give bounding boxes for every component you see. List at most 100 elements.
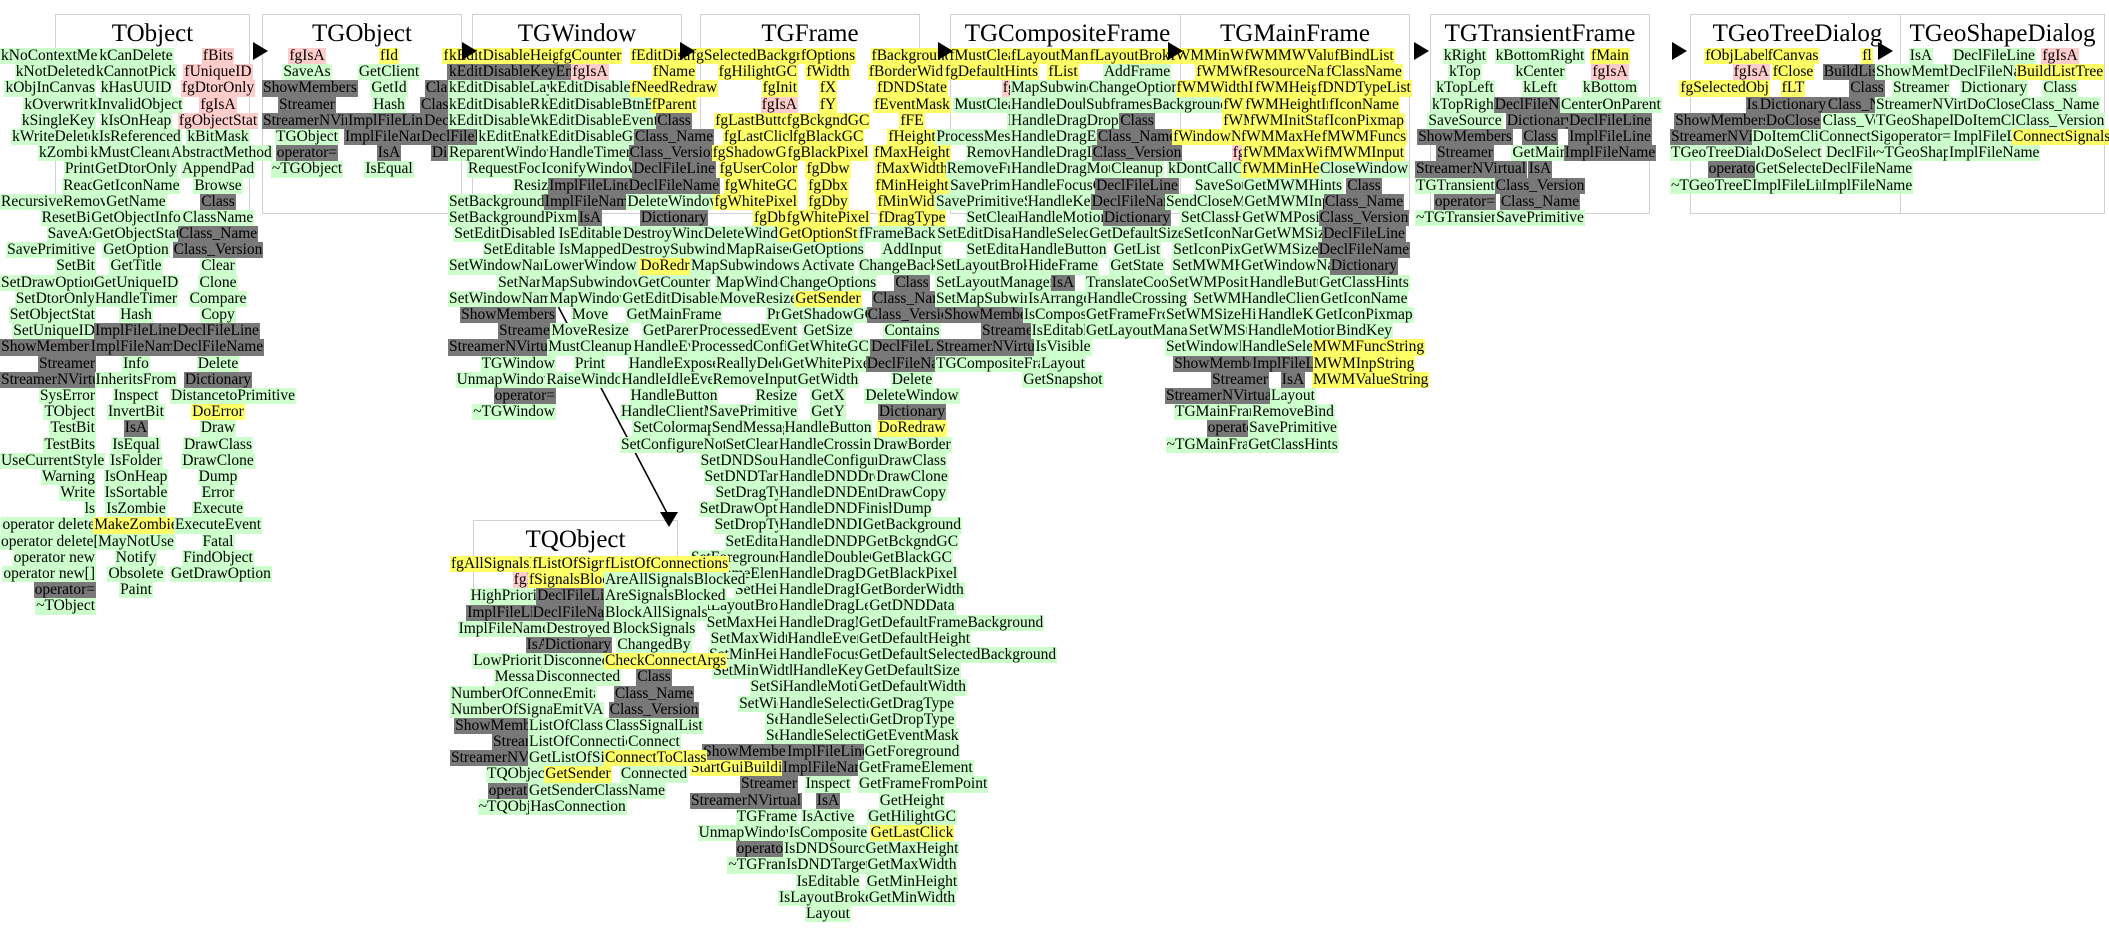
member-class[interactable]: Class — [2012, 80, 2108, 97]
member-ksinglekey[interactable]: kSingleKey — [0, 112, 96, 129]
member-copy[interactable]: Copy — [170, 306, 266, 324]
member-getlist[interactable]: GetList — [1085, 242, 1189, 259]
member-fx[interactable]: fX — [778, 80, 878, 97]
member-aresignalsblocked[interactable]: AreSignalsBlocked — [604, 588, 727, 605]
member-getsenderclassname[interactable]: GetSenderClassName — [528, 782, 667, 799]
member-abstractmethod[interactable]: AbstractMethod — [170, 144, 273, 162]
member-mustcleanup[interactable]: MustCleanup — [540, 339, 640, 356]
member-implfileline[interactable]: ImplFileLine — [778, 743, 878, 761]
member-streamernvirtual[interactable]: StreamerNVirtual — [690, 792, 803, 809]
member-kbottom[interactable]: kBottom — [1560, 80, 1660, 97]
member-class[interactable]: Class — [1818, 80, 1916, 97]
member-class[interactable]: Class — [1490, 128, 1590, 146]
member-operator-[interactable]: operator= — [262, 144, 352, 162]
member-handleexpose[interactable]: HandleExpose — [620, 355, 728, 372]
member-declfileline[interactable]: DeclFileLine — [620, 161, 728, 178]
member-setdndtarget[interactable]: SetDNDTarget — [690, 468, 798, 486]
member-saveprimitive[interactable]: SavePrimitive — [0, 242, 96, 259]
member-getobjectinfo[interactable]: GetObjectInfo — [88, 209, 184, 227]
member-getdtoronly[interactable]: GetDtorOnly — [88, 161, 184, 178]
member-fclose[interactable]: fClose — [1748, 63, 1838, 81]
member-isfolder[interactable]: IsFolder — [88, 452, 184, 469]
member-kcandelete[interactable]: kCanDelete — [88, 47, 184, 65]
member-distancetoprimitive[interactable]: DistancetoPrimitive — [170, 387, 296, 405]
member-getoptions[interactable]: GetOptions — [778, 242, 878, 259]
member-getdnddata[interactable]: GetDNDData — [858, 598, 966, 615]
member-iscomposite[interactable]: IsComposite — [778, 824, 878, 842]
member-write[interactable]: Write — [0, 484, 96, 502]
member-seteditable[interactable]: SetEditable — [448, 242, 556, 259]
member-ls[interactable]: ls — [0, 501, 96, 518]
member-hash[interactable]: Hash — [344, 96, 434, 113]
member-getlastclick[interactable]: GetLastClick — [858, 824, 966, 842]
member-mapraised[interactable]: MapRaised — [690, 242, 798, 259]
member-operator-new[interactable]: operator new — [0, 549, 96, 567]
member-fgdbw[interactable]: fgDbw — [778, 161, 878, 178]
member-fdragtype[interactable]: fDragType — [858, 209, 966, 227]
member-obsolete[interactable]: Obsolete — [88, 565, 184, 583]
member-flistofconnections[interactable]: fListOfConnections — [604, 555, 730, 573]
member-fid[interactable]: fId — [344, 47, 434, 65]
member-cleanup[interactable]: Cleanup — [1085, 161, 1189, 178]
member-class[interactable]: Class — [604, 669, 704, 686]
member-handlebutton[interactable]: HandleButton — [620, 387, 728, 405]
member-fgusercolor[interactable]: fgUserColor — [690, 161, 798, 178]
member-showmembers[interactable]: ShowMembers — [1670, 112, 1770, 129]
member-kright[interactable]: kRight — [1415, 47, 1515, 65]
member-closewindow[interactable]: CloseWindow — [1312, 161, 1416, 178]
member-implfileline[interactable]: ImplFileLine — [1748, 177, 1838, 194]
member-numberofconnections[interactable]: NumberOfConnections — [450, 685, 597, 702]
member-getoption[interactable]: GetOption — [88, 242, 184, 259]
member-streamer[interactable]: Streamer — [690, 776, 798, 793]
member-keditdisablegrab[interactable]: kEditDisableGrab — [540, 128, 654, 146]
member-testbits[interactable]: TestBits — [0, 436, 96, 453]
member-getsize[interactable]: GetSize — [778, 322, 878, 340]
member-getmwminput[interactable]: GetMWMInput — [1240, 193, 1346, 210]
member-kcenter[interactable]: kCenter — [1490, 63, 1590, 81]
member-showmembers[interactable]: ShowMembers — [450, 717, 550, 735]
member-execute[interactable]: Execute — [170, 501, 266, 518]
member-getminwidth[interactable]: GetMinWidth — [858, 889, 966, 906]
member-recursiveremove[interactable]: RecursiveRemove — [0, 193, 116, 210]
member-keditdisablekeyenable[interactable]: kEditDisableKeyEnable — [448, 63, 600, 81]
member-fgselectedbackground[interactable]: fgSelectedBackground — [690, 47, 834, 65]
member-isa[interactable]: IsA — [1010, 274, 1116, 291]
member-lowerwindow[interactable]: LowerWindow — [540, 258, 640, 275]
member--tgobject[interactable]: ~TGObject — [262, 161, 352, 178]
member-mapsubwindows[interactable]: MapSubwindows — [540, 274, 651, 291]
member--tobject[interactable]: ~TObject — [0, 598, 96, 615]
member-setdroptype[interactable]: SetDropType — [690, 517, 798, 534]
member-iscomposite[interactable]: IsComposite — [1010, 306, 1116, 324]
member-fgisa[interactable]: fgIsA — [540, 63, 640, 81]
member-isa[interactable]: IsA — [778, 792, 878, 809]
member-dump[interactable]: Dump — [858, 501, 966, 518]
member-activate[interactable]: Activate — [778, 258, 878, 275]
member-saveprimitive[interactable]: SavePrimitive — [1490, 209, 1590, 227]
member-fgwhitepixel[interactable]: fgWhitePixel — [690, 193, 798, 210]
member-setconfigurenotify[interactable]: SetConfigureNotify — [620, 436, 746, 453]
member-resize[interactable]: Resize — [690, 387, 798, 405]
member-executeevent[interactable]: ExecuteEvent — [170, 517, 266, 534]
member-handledragmotion[interactable]: HandleDragMotion — [1010, 161, 1134, 178]
member-class-version[interactable]: Class_Version — [2012, 112, 2108, 129]
member-setdndsource[interactable]: SetDNDSource — [690, 452, 798, 469]
member-handleidleevent[interactable]: HandleIdleEvent — [620, 371, 728, 388]
member-handledragdrop[interactable]: HandleDragDrop — [778, 565, 888, 583]
member-implfileline[interactable]: ImplFileLine — [450, 604, 550, 621]
member-fmaxheight[interactable]: fMaxHeight — [858, 144, 966, 162]
member-getclasshints[interactable]: GetClassHints — [1312, 274, 1416, 291]
member-implfilename[interactable]: ImplFileName — [344, 128, 437, 146]
member-fbindlist[interactable]: fBindList — [1312, 47, 1416, 65]
member-setdtoronly[interactable]: SetDtorOnly — [0, 290, 96, 308]
member-changeoptions[interactable]: ChangeOptions — [778, 274, 878, 291]
member-operator-delete[interactable]: operator delete — [0, 517, 96, 534]
member-operator-new-[interactable]: operator new[] — [0, 565, 96, 583]
member-tgframe[interactable]: TGFrame — [690, 808, 798, 826]
member-getdroptype[interactable]: GetDropType — [858, 711, 966, 728]
member-feventmask[interactable]: fEventMask — [858, 96, 966, 113]
member-destroysubwindows[interactable]: DestroySubwindows — [620, 242, 752, 259]
member-khasuuid[interactable]: kHasUUID — [88, 80, 184, 97]
member-isarranged[interactable]: IsArranged — [1010, 290, 1116, 308]
member-declfileline[interactable]: DeclFileLine — [170, 322, 266, 340]
member-funiqueid[interactable]: fUniqueID — [170, 63, 266, 81]
